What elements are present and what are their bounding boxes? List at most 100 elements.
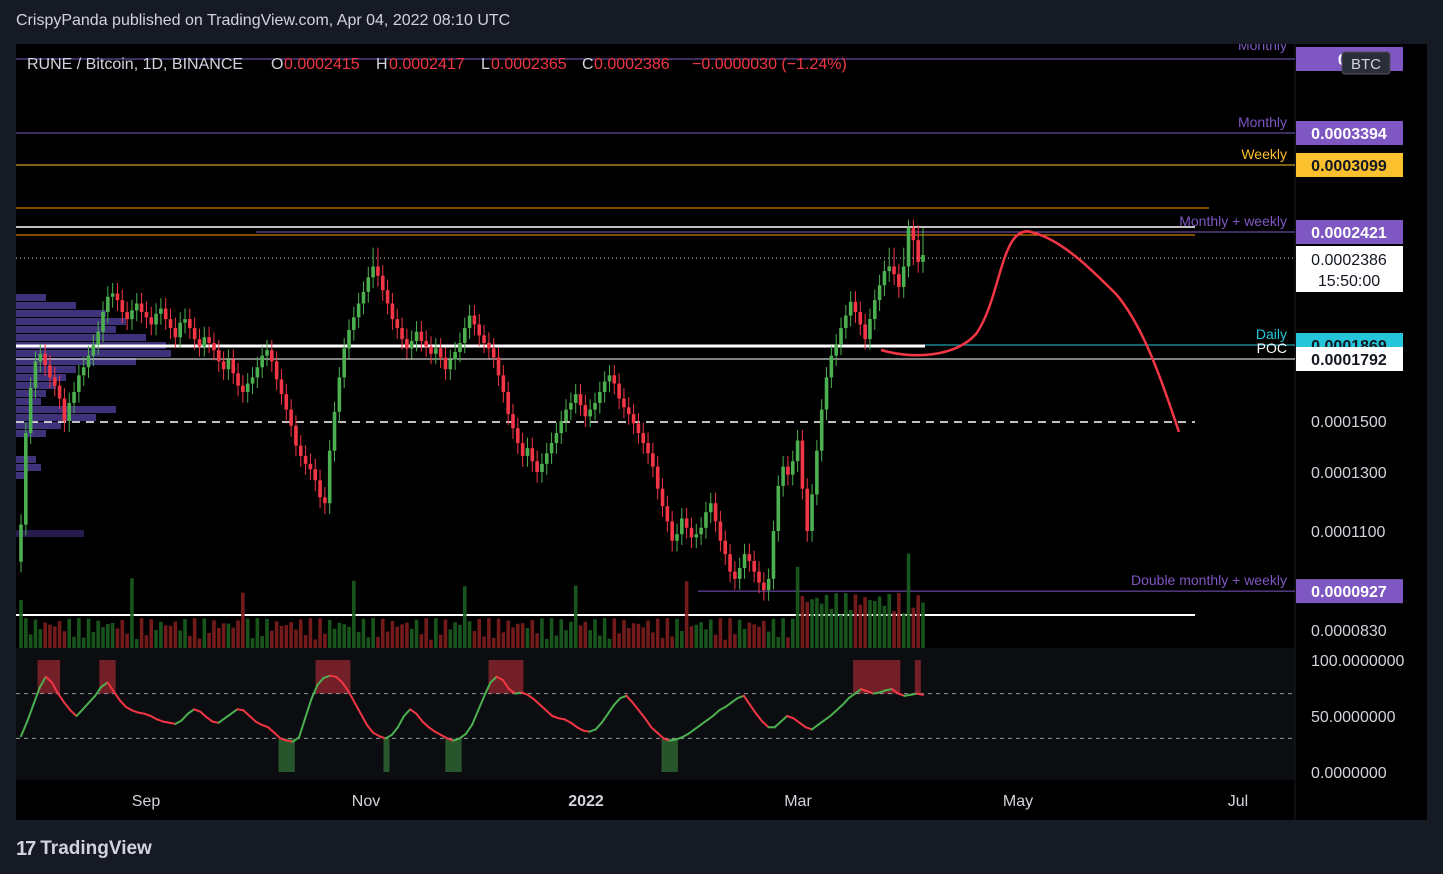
oversold-zone xyxy=(383,738,390,772)
volume-bar xyxy=(646,620,650,648)
candle-body xyxy=(284,394,289,410)
oscillator-segment xyxy=(915,692,924,696)
oscillator-segment xyxy=(786,715,795,720)
volume-bar xyxy=(260,636,264,648)
volume-bar xyxy=(19,600,23,648)
oscillator-segment xyxy=(341,681,350,693)
oversold-zone xyxy=(661,738,678,772)
volume-bar xyxy=(366,637,371,648)
candle-body xyxy=(757,571,761,583)
candle-body xyxy=(106,296,110,313)
oscillator-segment xyxy=(162,720,171,724)
volume-bar xyxy=(347,626,351,648)
volume-bar xyxy=(612,618,617,648)
candle-body xyxy=(704,512,708,528)
level-badge-text: 0.0000927 xyxy=(1311,584,1387,601)
volume-bar xyxy=(699,622,703,648)
currency-badge[interactable]: BTC xyxy=(1341,51,1391,75)
volume-profile-row xyxy=(16,422,61,429)
oscillator-segment xyxy=(514,691,523,695)
candle-body xyxy=(163,308,168,320)
oscillator-zones xyxy=(37,660,921,772)
candle-body xyxy=(77,375,81,393)
oscillator-segment xyxy=(718,706,727,712)
chart-frame[interactable]: RUNE / Bitcoin, 1D, BINANCE O 0.0002415 … xyxy=(16,37,1427,820)
legend-high: 0.0002417 xyxy=(389,56,465,73)
volume-bar xyxy=(631,623,636,648)
legend-low: 0.0002365 xyxy=(491,56,567,73)
candle-body xyxy=(231,359,236,374)
oscillator-segment xyxy=(186,708,195,715)
time-tick-label: 2022 xyxy=(568,793,604,810)
volume-bar xyxy=(361,618,366,648)
volume-profile-row xyxy=(16,366,76,373)
volume-bar xyxy=(458,624,462,648)
legend-open: 0.0002415 xyxy=(284,56,360,73)
candle-body xyxy=(684,518,689,528)
volume-bar xyxy=(882,605,887,648)
oscillator-segment xyxy=(365,723,375,734)
oscillator-segment xyxy=(372,731,381,738)
oscillator-segment xyxy=(335,675,344,684)
volume-bar xyxy=(805,601,810,648)
candle-body xyxy=(636,423,641,434)
volume-bar xyxy=(448,629,453,648)
legend-close: 0.0002386 xyxy=(594,56,670,73)
oscillator-segment xyxy=(20,720,29,738)
candle-body xyxy=(356,303,361,318)
oscillator-segment xyxy=(205,716,214,723)
oscillator-segment xyxy=(551,715,560,720)
price-chart[interactable]: RUNE / Bitcoin, 1D, BINANCE O 0.0002415 … xyxy=(16,37,1427,820)
volume-profile-row xyxy=(16,294,46,301)
candle-body xyxy=(892,266,896,275)
published-line: CrispyPanda published on TradingView.com… xyxy=(16,12,511,29)
bar-countdown: 15:50:00 xyxy=(1318,273,1380,290)
volume-bar xyxy=(371,618,375,648)
volume-bar xyxy=(154,629,158,648)
volume-bar xyxy=(159,621,163,648)
candle-body xyxy=(675,534,679,541)
oscillator-segment xyxy=(378,735,387,740)
last-price: 0.0002386 xyxy=(1311,252,1387,269)
candle-body xyxy=(48,365,52,378)
candle-body xyxy=(911,227,916,241)
volume-bar xyxy=(144,635,149,648)
candle-body xyxy=(395,319,400,329)
oscillator-segment xyxy=(464,723,473,735)
volume-bar xyxy=(844,593,848,648)
candle-body xyxy=(390,303,395,320)
oscillator-segment xyxy=(87,694,97,704)
oscillator-segment xyxy=(32,687,41,706)
volume-bar xyxy=(376,637,380,648)
volume-bar xyxy=(689,626,694,648)
volume-bar xyxy=(270,630,274,648)
candle-body xyxy=(583,405,588,417)
candle-body xyxy=(482,335,486,343)
candle-body xyxy=(733,571,737,579)
oscillator-segment xyxy=(483,681,492,697)
level-label: Weekly xyxy=(1241,146,1287,162)
oscillator-segment xyxy=(310,683,319,701)
candle-body xyxy=(680,518,684,535)
oscillator-segment xyxy=(742,694,752,706)
projection-curve xyxy=(880,230,1181,433)
candle-body xyxy=(303,455,308,464)
volume-bars xyxy=(19,553,925,648)
oscillator-segment xyxy=(353,701,362,715)
oscillator-segment xyxy=(26,703,35,723)
candle-body xyxy=(651,453,655,467)
volume-profile-row xyxy=(16,398,41,405)
volume-bar xyxy=(892,611,896,648)
candle-body xyxy=(298,445,303,456)
oscillator-segment xyxy=(112,690,121,702)
volume-bar xyxy=(294,629,298,648)
candle-body xyxy=(144,312,149,318)
candle-body xyxy=(467,315,472,329)
oscillator-segment xyxy=(866,690,875,695)
candle-body xyxy=(216,350,221,362)
candle-body xyxy=(221,361,226,370)
candle-body xyxy=(202,337,207,347)
candle-body xyxy=(491,348,496,358)
candle-body xyxy=(125,312,129,320)
level-badge xyxy=(1296,579,1403,604)
